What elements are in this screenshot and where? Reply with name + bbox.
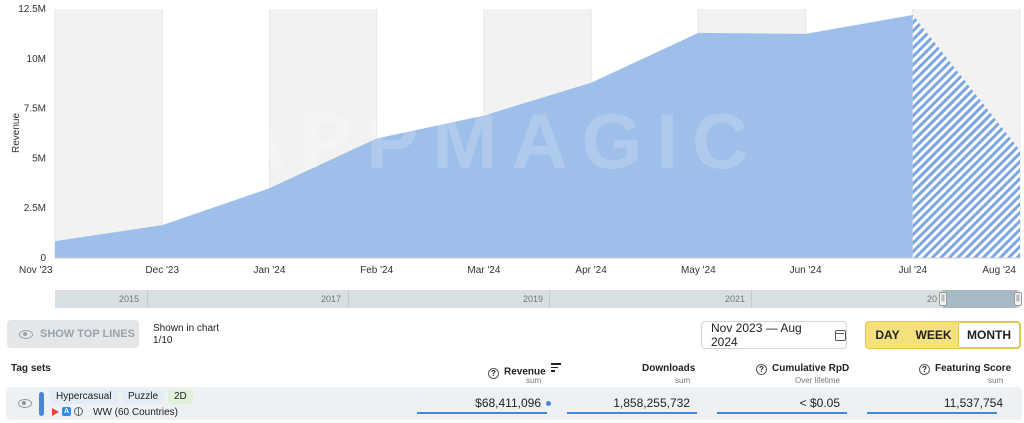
revenue-header-label: Revenue [504, 366, 546, 378]
app-store-icon: A [62, 407, 71, 416]
table-row[interactable]: Hypercasual Puzzle 2D A WW (60 Countries… [6, 387, 1022, 420]
revenue-forecast-area [912, 14, 1020, 259]
revenue-cell: $68,411,096 [475, 396, 541, 410]
nav-year: 2015 [119, 294, 140, 304]
downloads-header[interactable]: Downloads [642, 363, 696, 374]
period-month-button[interactable]: MONTH [958, 322, 1020, 348]
help-icon[interactable]: ? [756, 364, 767, 375]
y-axis-label: Revenue [11, 113, 22, 153]
countries-label: WW (60 Countries) [93, 407, 179, 418]
tag-2d: 2D [168, 390, 193, 404]
x-tick-label: Jan '24 [253, 265, 285, 276]
help-icon[interactable]: ? [919, 364, 930, 375]
y-tick-label: 10M [27, 54, 46, 65]
grid-band [55, 9, 163, 258]
x-tick-label: May '24 [681, 265, 716, 276]
nav-separator [348, 290, 349, 308]
nav-separator [751, 290, 752, 308]
navigator-left-handle[interactable]: || [939, 292, 947, 306]
x-tick-label: Feb '24 [360, 265, 393, 276]
table-header: Tag sets ? Revenue sum Downloads sum ? Cum… [0, 359, 1024, 387]
google-play-icon [52, 407, 59, 416]
tag-puzzle: Puzzle [122, 390, 165, 404]
x-tick-label: Dec '23 [145, 265, 179, 276]
downloads-cell: 1,858,255,732 [613, 396, 690, 410]
nav-year: 2017 [321, 294, 342, 304]
chart-svg: 0 2.5M 5M 7.5M 10M 12.5M Nov '23 Dec '23 Jan '24… [11, 4, 1021, 276]
sort-icon[interactable] [550, 363, 561, 374]
downloads-subheader: sum [675, 376, 691, 385]
featuring-header[interactable]: ? Featuring Score [919, 363, 1011, 375]
rpd-header-label: Cumulative RpD [772, 363, 850, 374]
chart-controls: SHOW TOP LINES Shown in chart 1/10 Nov 2… [0, 318, 1024, 354]
period-toggle: DAY WEEK MONTH [865, 321, 1021, 349]
y-tick-label: 2.5M [24, 203, 46, 214]
nav-year: 20 [927, 294, 938, 304]
featuring-subheader: sum [988, 376, 1004, 385]
globe-icon [74, 407, 83, 416]
x-tick-label: Aug '24 [982, 265, 1016, 276]
row-visibility-toggle[interactable] [18, 399, 32, 411]
period-week-button[interactable]: WEEK [915, 328, 952, 342]
x-tick-label: Jun '24 [790, 265, 822, 276]
shown-in-chart-label: Shown in chart [153, 323, 220, 334]
nav-separator [549, 290, 550, 308]
rpd-header[interactable]: ? Cumulative RpD [756, 363, 849, 375]
revenue-subheader: sum [526, 376, 542, 385]
featuring-cell: 11,537,754 [943, 396, 1003, 410]
revenue-area [55, 14, 913, 259]
x-tick-label: Nov '23 [19, 265, 53, 276]
nav-separator [147, 290, 148, 308]
help-icon[interactable]: ? [488, 367, 499, 379]
featuring-header-label: Featuring Score [935, 363, 1012, 374]
y-tick-label: 0 [40, 253, 46, 264]
y-tick-label: 7.5M [24, 104, 46, 115]
period-day-button[interactable]: DAY [875, 328, 900, 342]
tag-sets-header: Tag sets [11, 363, 51, 374]
y-tick-label: 12.5M [18, 4, 46, 15]
revenue-bar [417, 412, 547, 414]
eye-icon [18, 399, 32, 408]
rpd-cell: < $0.05 [799, 396, 840, 410]
x-tick-label: Apr '24 [575, 265, 607, 276]
nav-year: 2021 [725, 294, 746, 304]
tag-hypercasual: Hypercasual [50, 390, 118, 404]
downloads-bar [567, 412, 697, 414]
series-dot [546, 401, 551, 406]
x-tick-label: Mar '24 [467, 265, 500, 276]
x-tick-label: Jul '24 [898, 265, 927, 276]
revenue-chart: 0 2.5M 5M 7.5M 10M 12.5M Nov '23 Dec '23 Jan '24… [11, 4, 1021, 276]
date-range-value: Nov 2023 — Aug 2024 [711, 321, 802, 349]
series-color-indicator [39, 392, 44, 416]
timeline-navigator[interactable]: 2015 2017 2019 2021 20 || || [55, 290, 1022, 308]
shown-in-chart-count: 1/10 [153, 335, 173, 346]
navigator-right-handle[interactable]: || [1014, 292, 1022, 306]
show-top-lines-button[interactable]: SHOW TOP LINES [7, 320, 139, 348]
nav-year: 2019 [523, 294, 544, 304]
show-top-lines-label: SHOW TOP LINES [40, 328, 135, 340]
y-tick-label: 5M [32, 153, 46, 164]
rpd-bar [717, 412, 847, 414]
calendar-icon [835, 329, 846, 341]
date-range-picker[interactable]: Nov 2023 — Aug 2024 [701, 321, 847, 349]
rpd-subheader: Over lifetime [795, 376, 840, 385]
platform-icons: A [52, 407, 83, 416]
featuring-bar [867, 412, 997, 414]
eye-icon [19, 329, 33, 339]
revenue-header[interactable]: ? Revenue [488, 363, 561, 379]
navigator-selection[interactable] [943, 290, 1017, 308]
